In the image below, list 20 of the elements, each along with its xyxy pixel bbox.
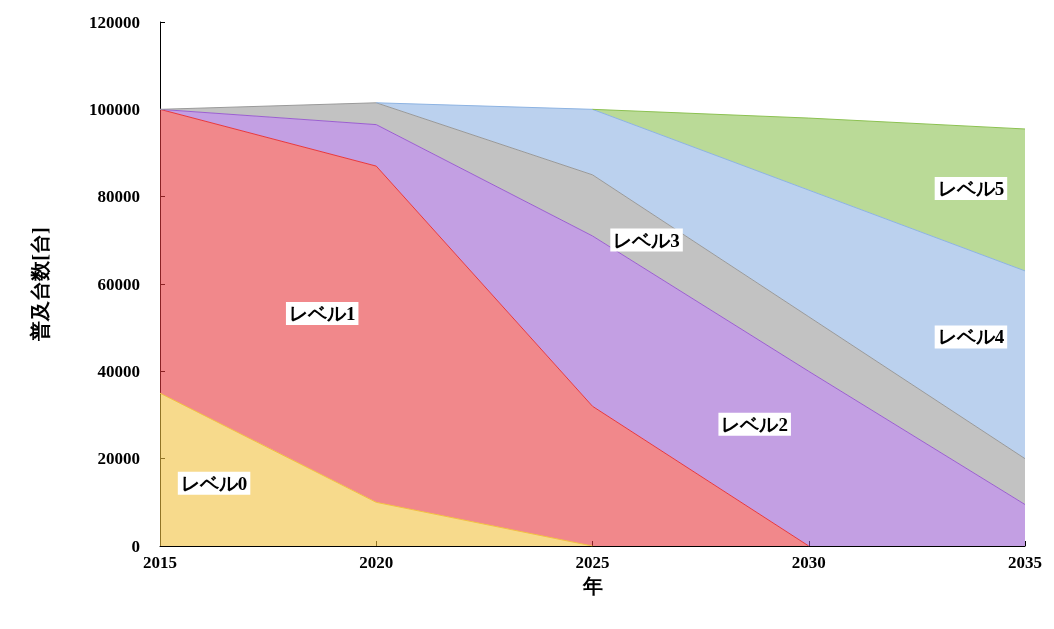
y-tick-label: 0 bbox=[131, 536, 140, 556]
y-tick-label: 60000 bbox=[97, 274, 140, 294]
x-tick-label: 2015 bbox=[143, 553, 177, 572]
y-tick-label: 40000 bbox=[97, 361, 140, 381]
series-label: レベル2 bbox=[721, 413, 788, 435]
y-tick-label: 100000 bbox=[89, 99, 140, 119]
x-tick-label: 2025 bbox=[575, 553, 610, 572]
y-tick-label: 120000 bbox=[89, 12, 140, 32]
x-tick-label: 2035 bbox=[1008, 553, 1042, 572]
series-label: レベル1 bbox=[288, 302, 356, 324]
series-label: レベル0 bbox=[180, 472, 248, 494]
y-axis-title: 普及台数[台] bbox=[29, 227, 51, 342]
x-axis-title: 年 bbox=[581, 575, 603, 597]
x-tick-label: 2030 bbox=[791, 553, 826, 572]
series-label: レベル5 bbox=[937, 177, 1005, 199]
series-label: レベル3 bbox=[613, 229, 680, 251]
y-tick-label: 80000 bbox=[97, 187, 140, 207]
y-tick-label: 20000 bbox=[97, 449, 140, 469]
series-label: レベル4 bbox=[937, 326, 1005, 348]
x-tick-label: 2020 bbox=[359, 553, 394, 572]
